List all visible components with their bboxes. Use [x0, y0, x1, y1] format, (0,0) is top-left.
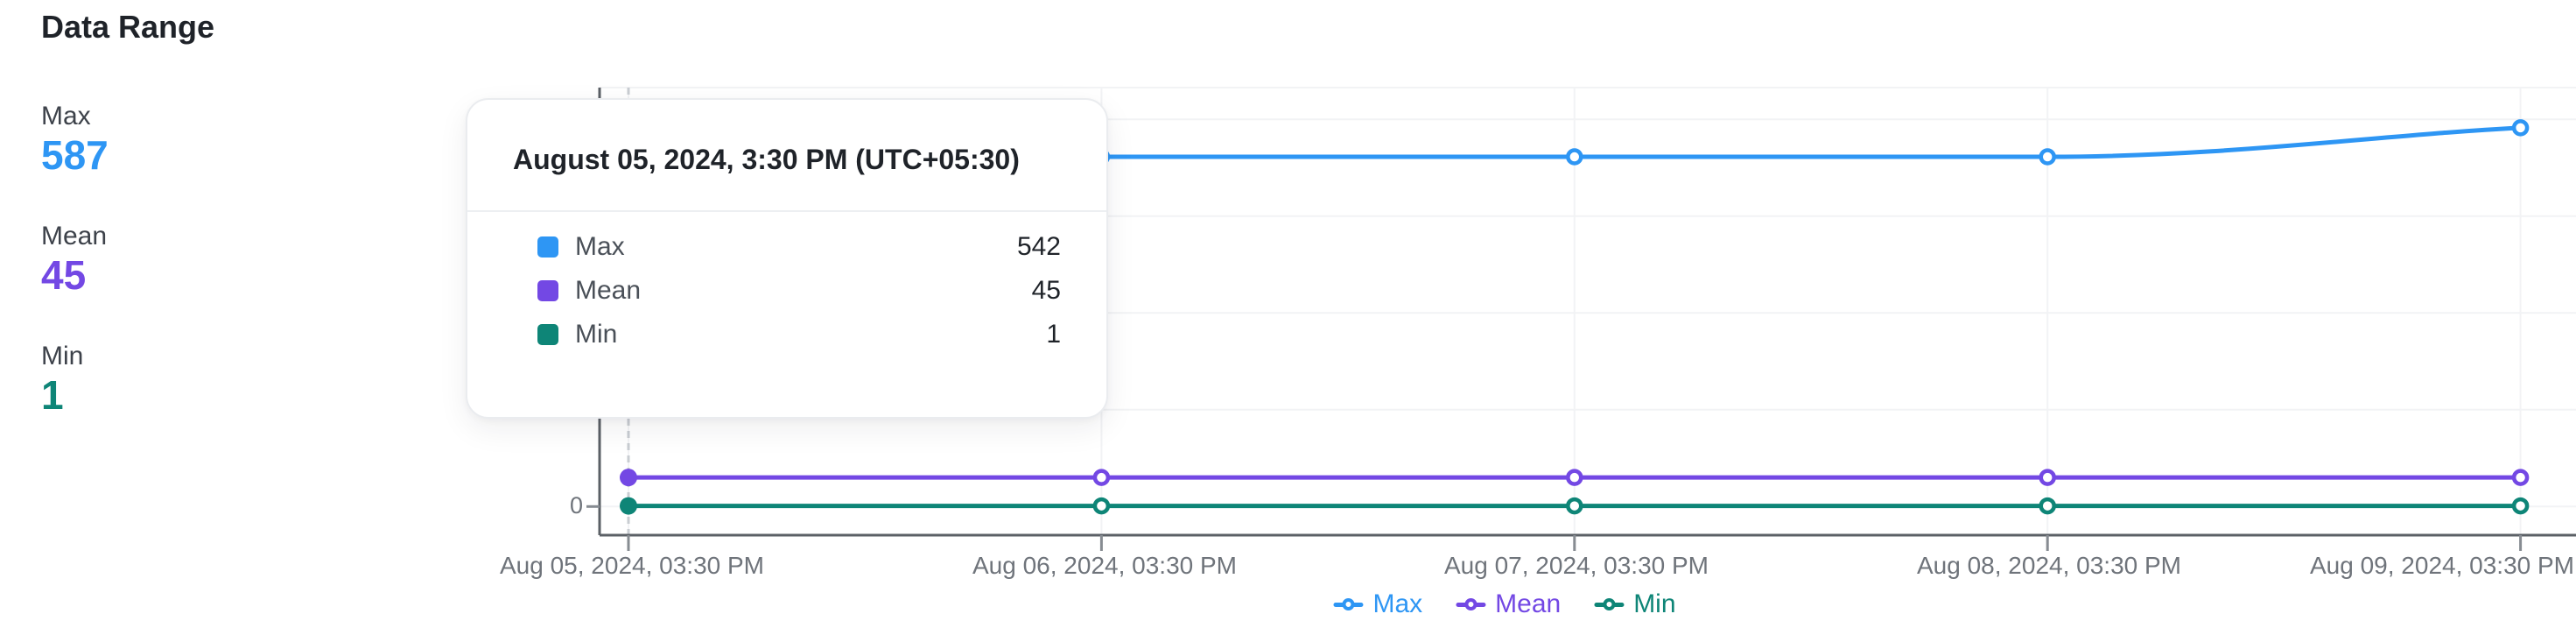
stat-value-min: 1 — [41, 372, 64, 418]
tooltip-row-max: Max 542 — [467, 225, 1106, 269]
line-dot-marker-icon — [1456, 596, 1486, 613]
chart-tooltip: August 05, 2024, 3:30 PM (UTC+05:30) Max… — [466, 98, 1108, 419]
chart-legend: Max Mean Min — [1333, 589, 1676, 618]
legend-label: Max — [1372, 589, 1423, 618]
series-color-swatch — [537, 324, 558, 345]
legend-item-max[interactable]: Max — [1333, 591, 1422, 617]
series-color-swatch — [537, 280, 558, 301]
x-axis-label-4: Aug 09, 2024, 03:30 PM — [2310, 552, 2574, 579]
legend-item-min[interactable]: Min — [1594, 589, 1676, 618]
stat-label-mean: Mean — [41, 222, 108, 250]
legend-label: Mean — [1495, 589, 1562, 618]
tooltip-rows: Max 542 Mean 45 Min 1 — [467, 225, 1106, 356]
tooltip-series-label: Mean — [575, 276, 642, 305]
tooltip-divider — [467, 210, 1106, 212]
series-color-swatch — [537, 236, 558, 258]
x-axis-label-3: Aug 08, 2024, 03:30 PM — [1917, 552, 2181, 579]
tooltip-series-value: 45 — [1031, 276, 1061, 305]
tooltip-row-mean: Mean 45 — [467, 269, 1106, 313]
stat-label-min: Min — [41, 342, 84, 370]
line-dot-marker-icon — [1333, 596, 1364, 613]
legend-item-mean[interactable]: Mean — [1456, 591, 1561, 617]
tooltip-row-min: Min 1 — [467, 313, 1106, 356]
x-axis-label-0: Aug 05, 2024, 03:30 PM — [500, 552, 764, 579]
y-axis-label-zero: 0 — [569, 492, 583, 519]
tooltip-series-label: Max — [575, 232, 625, 261]
tooltip-timestamp: August 05, 2024, 3:30 PM (UTC+05:30) — [513, 144, 1020, 175]
x-axis-label-1: Aug 06, 2024, 03:30 PM — [972, 552, 1237, 579]
tooltip-series-value: 542 — [1016, 232, 1061, 261]
line-dot-marker-icon — [1594, 596, 1625, 613]
stat-value-max: 587 — [41, 132, 109, 178]
panel-title: Data Range — [41, 9, 215, 45]
stat-value-mean: 45 — [41, 252, 87, 298]
tooltip-series-label: Min — [575, 320, 618, 349]
stat-label-max: Max — [41, 102, 91, 131]
tooltip-series-value: 1 — [1046, 320, 1061, 349]
x-axis-label-2: Aug 07, 2024, 03:30 PM — [1444, 552, 1709, 579]
legend-label: Min — [1633, 589, 1676, 618]
